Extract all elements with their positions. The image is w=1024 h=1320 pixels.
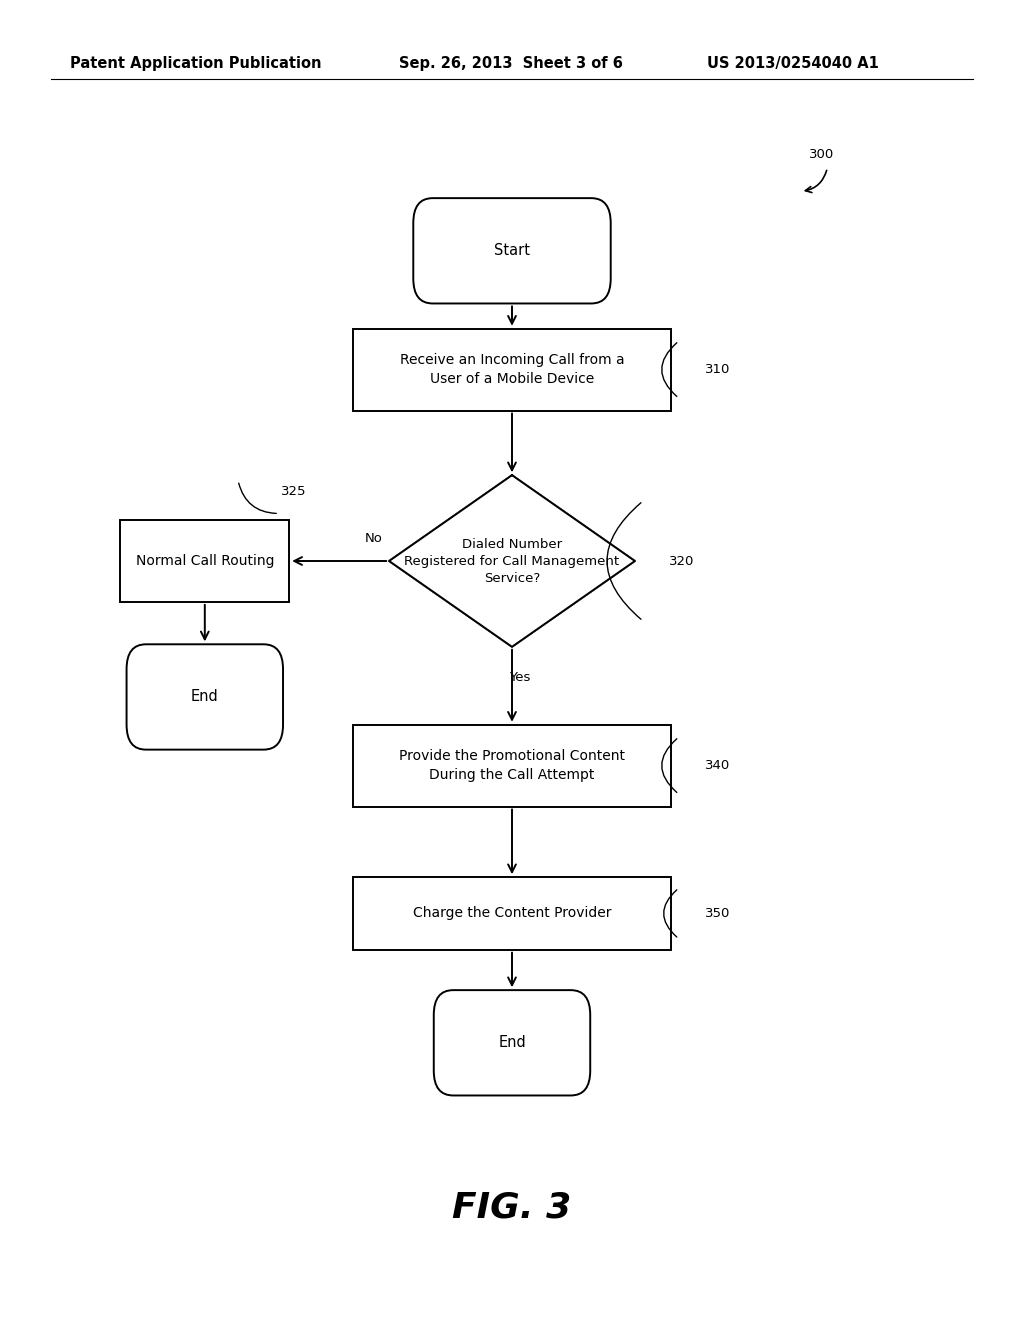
FancyBboxPatch shape <box>127 644 283 750</box>
Bar <box>353 876 671 950</box>
Bar <box>121 520 290 602</box>
Text: US 2013/0254040 A1: US 2013/0254040 A1 <box>707 55 879 71</box>
Bar <box>353 725 671 807</box>
Text: Yes: Yes <box>510 671 530 684</box>
Text: Charge the Content Provider: Charge the Content Provider <box>413 907 611 920</box>
Text: Receive an Incoming Call from a
User of a Mobile Device: Receive an Incoming Call from a User of … <box>399 354 625 385</box>
Text: Provide the Promotional Content
During the Call Attempt: Provide the Promotional Content During t… <box>399 750 625 781</box>
Text: No: No <box>366 532 383 545</box>
Polygon shape <box>389 475 635 647</box>
Bar <box>353 329 671 411</box>
Text: Normal Call Routing: Normal Call Routing <box>135 554 274 568</box>
Text: Sep. 26, 2013  Sheet 3 of 6: Sep. 26, 2013 Sheet 3 of 6 <box>399 55 624 71</box>
FancyBboxPatch shape <box>434 990 590 1096</box>
Text: 350: 350 <box>705 907 730 920</box>
Text: 320: 320 <box>669 554 694 568</box>
Text: FIG. 3: FIG. 3 <box>453 1191 571 1225</box>
Text: 310: 310 <box>705 363 730 376</box>
Text: End: End <box>190 689 219 705</box>
Text: 340: 340 <box>705 759 730 772</box>
Text: 325: 325 <box>281 484 306 498</box>
Text: 300: 300 <box>809 148 835 161</box>
Text: Start: Start <box>494 243 530 259</box>
Text: Patent Application Publication: Patent Application Publication <box>70 55 322 71</box>
Text: Dialed Number
Registered for Call Management
Service?: Dialed Number Registered for Call Manage… <box>404 537 620 585</box>
Text: End: End <box>498 1035 526 1051</box>
FancyBboxPatch shape <box>414 198 610 304</box>
